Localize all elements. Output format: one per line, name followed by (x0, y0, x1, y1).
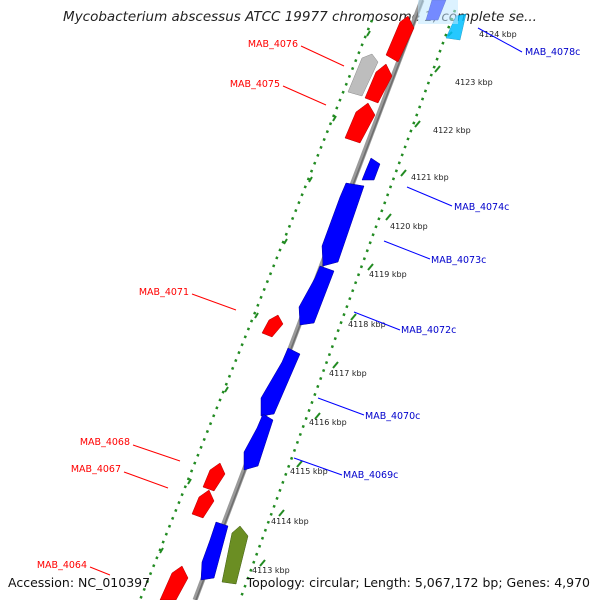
gene-label[interactable]: MAB_4064 (37, 560, 87, 571)
tick-label: 4118 kbp (348, 320, 386, 329)
gene-pseudo[interactable] (347, 53, 379, 97)
gene-label[interactable]: MAB_4075 (230, 79, 280, 90)
tick-label: 4119 kbp (369, 270, 407, 279)
tick-label: 4122 kbp (433, 126, 471, 135)
gene-label[interactable]: MAB_4071 (139, 287, 189, 298)
forward-label-connectors (89, 45, 345, 576)
gene-MAB_4064[interactable] (159, 565, 189, 600)
tick-label: 4117 kbp (329, 369, 367, 378)
gene-MAB_4077[interactable] (385, 15, 415, 63)
tick-label: 4115 kbp (290, 467, 328, 476)
reverse-genes (200, 0, 447, 581)
gene-MAB_4067[interactable] (191, 489, 215, 519)
gene-MAB_4076[interactable] (364, 63, 393, 104)
accession-label: Accession: NC_010397 (8, 575, 151, 590)
gene-MAB_4068[interactable] (202, 462, 226, 492)
gene-MAB_4075[interactable] (344, 102, 376, 144)
reverse-label-connectors (293, 27, 523, 476)
gene-MAB_4074c[interactable] (361, 157, 381, 181)
tick-label: 4124 kbp (479, 30, 517, 39)
tick-label: 4116 kbp (309, 418, 347, 427)
gene-MAB_4070c[interactable] (260, 347, 301, 417)
outer-ring-dashes (159, 30, 371, 554)
gene-MAB_4069c[interactable] (243, 413, 274, 471)
gene-MAB_4071[interactable] (261, 314, 284, 338)
gene-label[interactable]: MAB_4074c (454, 202, 509, 213)
gene-MAB_4066c[interactable] (200, 521, 229, 581)
gene-MAB_4072c[interactable] (298, 265, 335, 326)
gene-rna[interactable] (221, 525, 249, 585)
gene-label[interactable]: MAB_4070c (365, 411, 420, 422)
tick-label: 4113 kbp (252, 566, 290, 575)
gene-label[interactable]: MAB_4069c (343, 470, 398, 481)
selection-overlay (418, 0, 458, 24)
tick-label: 4123 kbp (455, 78, 493, 87)
tick-label: 4120 kbp (390, 222, 428, 231)
outer-ring (138, 19, 374, 600)
inner-ruler (238, 9, 457, 600)
gene-label[interactable]: MAB_4068 (80, 437, 130, 448)
topology-summary: Topology: circular; Length: 5,067,172 bp… (246, 575, 590, 590)
forward-genes (159, 15, 415, 600)
tick-label: 4121 kbp (411, 173, 449, 182)
gene-MAB_4073c[interactable] (321, 182, 365, 267)
gene-label[interactable]: MAB_4067 (71, 464, 121, 475)
gene-label[interactable]: MAB_4073c (431, 255, 486, 266)
ruler-labels: 4113 kbp 4114 kbp 4115 kbp 4116 kbp 4117… (252, 30, 517, 575)
gene-label[interactable]: MAB_4076 (248, 39, 298, 50)
gene-label[interactable]: MAB_4078c (525, 47, 580, 58)
tick-label: 4114 kbp (271, 517, 309, 526)
gene-label[interactable]: MAB_4072c (401, 325, 456, 336)
gene-labels: MAB_4076 MAB_4075 MAB_4071 MAB_4068 MAB_… (37, 39, 581, 571)
ruler-tick-marks (259, 31, 453, 567)
